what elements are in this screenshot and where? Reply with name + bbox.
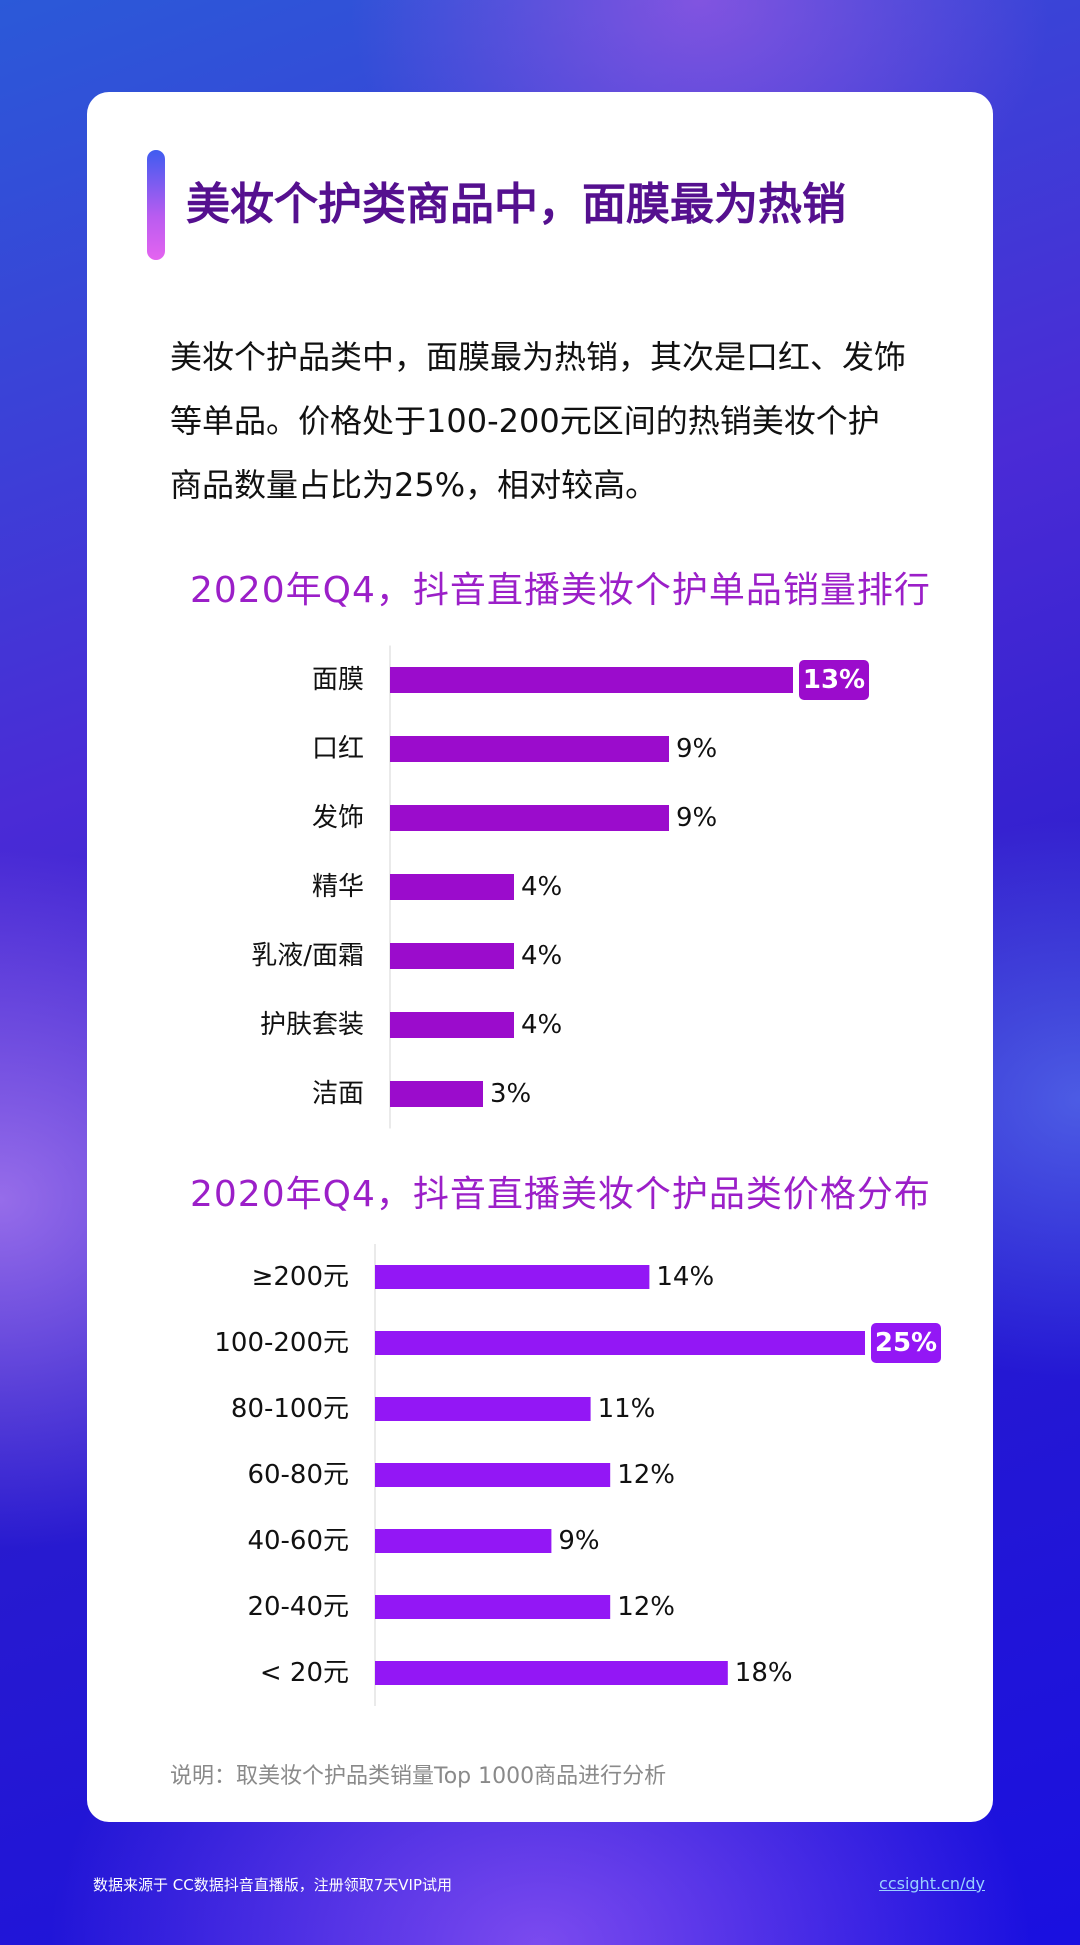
value-label: 9% [676,803,717,833]
category-label: < 20元 [260,1658,349,1688]
value-label: 9% [558,1526,599,1556]
category-label: 发饰 [312,803,364,833]
chart1-product-sales-ranking: 面膜 13% 口红 9% 发饰 9% 精华 4% 乳液/面霜 4% 护肤套装 4% 洁面 3% [251,645,869,1129]
footer-source: 数据来源于 CC数据抖音直播版，注册领取7天VIP试用 [93,1876,452,1894]
value-label: 4% [521,1010,562,1040]
bar [375,1331,865,1355]
bar [390,874,514,900]
category-label: 100-200元 [214,1328,349,1358]
value-label: 4% [521,941,562,971]
bar [390,1081,483,1107]
value-label: 3% [490,1079,531,1109]
bar [375,1463,611,1487]
category-label: 20-40元 [247,1592,349,1622]
category-label: ≥200元 [252,1262,349,1292]
value-label: 25% [875,1328,937,1358]
bar [375,1397,591,1421]
bar [375,1265,650,1289]
chart2-price-distribution: ≥200元 14% 100-200元 25% 80-100元 11% 60-80元 12% 40… [214,1244,941,1706]
page-title: 美妆个护类商品中，面膜最为热销 [186,179,846,230]
category-label: 口红 [312,734,364,764]
bar [390,805,669,831]
category-label: 60-80元 [247,1460,349,1490]
value-label: 11% [598,1394,656,1424]
highlight-badge [871,1323,941,1363]
chart2-title: 2020年Q4，抖音直播美妆个护品类价格分布 [190,1174,931,1215]
value-label: 18% [735,1658,793,1688]
bar [390,943,514,969]
category-label: 面膜 [312,665,364,695]
bar [390,667,793,693]
category-label: 护肤套装 [260,1010,364,1040]
category-label: 80-100元 [231,1394,349,1424]
bar [375,1529,552,1553]
category-label: 40-60元 [247,1526,349,1556]
highlight-badge [799,660,869,700]
value-label: 4% [521,872,562,902]
bar [375,1661,728,1685]
footer-link[interactable]: ccsight.cn/dy [879,1874,985,1893]
value-label: 13% [803,665,865,695]
bar [390,736,669,762]
category-label: 乳液/面霜 [251,941,364,971]
bar [390,1012,514,1038]
category-label: 洁面 [312,1079,364,1109]
value-label: 9% [676,734,717,764]
analysis-note: 说明：取美妆个护品类销量Top 1000商品进行分析 [170,1764,667,1789]
value-label: 12% [617,1592,675,1622]
value-label: 14% [656,1262,714,1292]
title-accent-bar [147,150,165,260]
intro-paragraph: 美妆个护品类中，面膜最为热销，其次是口红、发饰等单品。价格处于100-200元区… [170,338,907,504]
value-label: 12% [617,1460,675,1490]
chart1-title: 2020年Q4，抖音直播美妆个护单品销量排行 [190,570,931,611]
category-label: 精华 [312,872,364,902]
bar [375,1595,611,1619]
